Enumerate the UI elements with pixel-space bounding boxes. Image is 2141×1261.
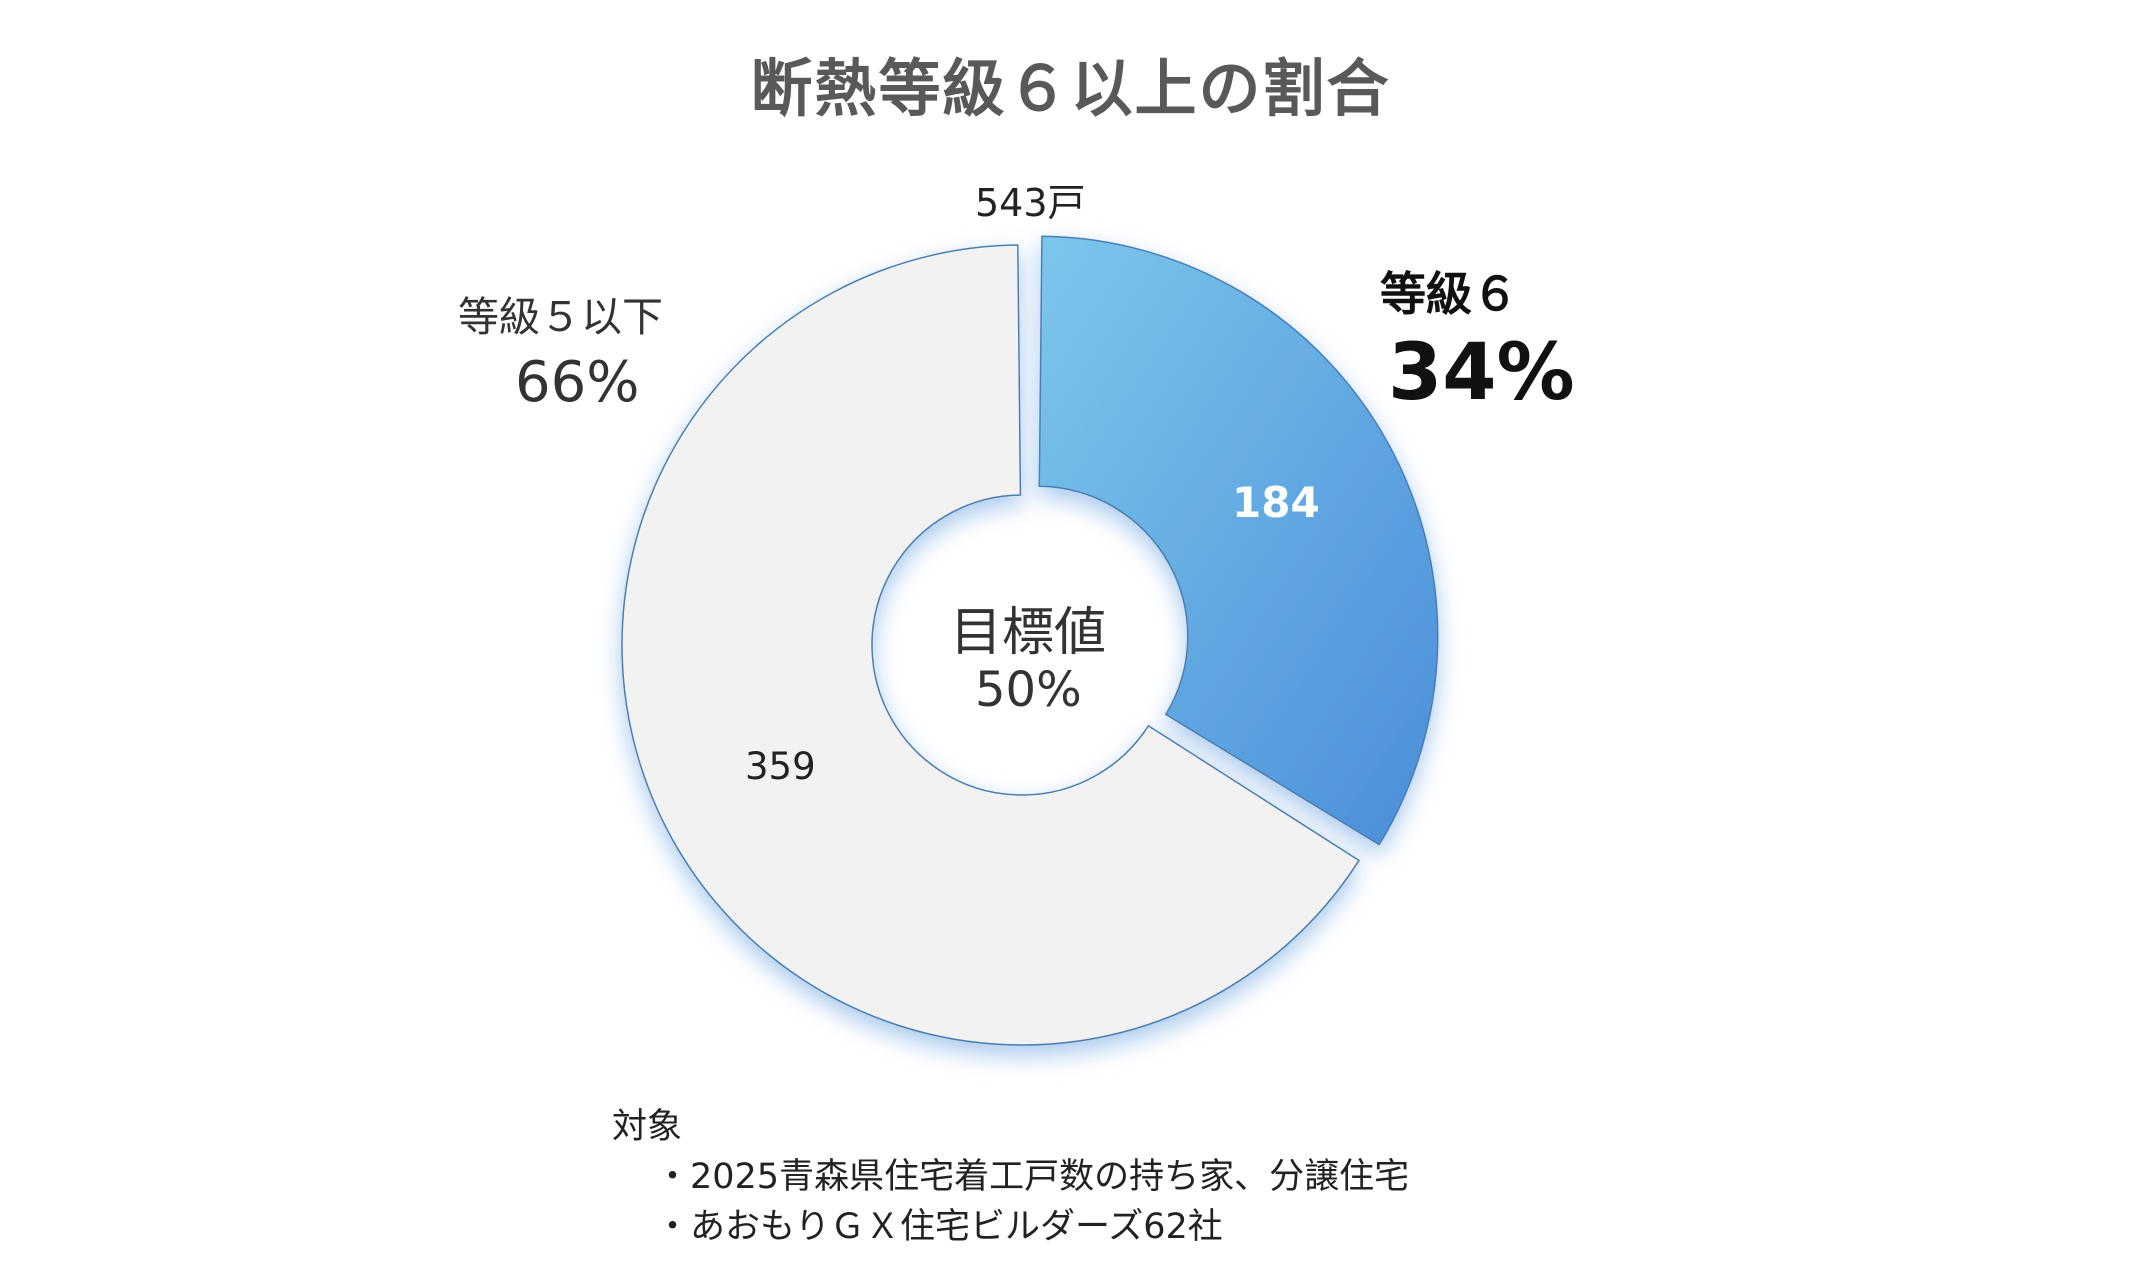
target-title-label: 目標値 [950, 603, 1107, 663]
scope-note-item: ・あおもりＧＸ住宅ビルダーズ62社 [655, 1207, 1223, 1247]
grade5-slice-percent-label: 66% [515, 350, 640, 415]
scope-note-heading: 対象 [612, 1107, 683, 1147]
target-value-label: 50% [975, 662, 1082, 718]
grade5-slice [621, 244, 1361, 1046]
total-count-label: 543戸 [975, 181, 1086, 225]
grade6-slice-name-label: 等級６ [1380, 267, 1518, 321]
scope-note-item: ・2025青森県住宅着工戸数の持ち家、分譲住宅 [655, 1157, 1410, 1197]
grade5-slice-name-label: 等級５以下 [458, 293, 663, 341]
grade6-slice-percent-label: 34% [1388, 328, 1575, 418]
grade6-slice-count-label: 184 [1232, 478, 1320, 527]
chart-title: 断熱等級６以上の割合 [750, 52, 1391, 125]
grade6-slice [1038, 235, 1439, 846]
grade5-slice-count-label: 359 [745, 745, 816, 788]
